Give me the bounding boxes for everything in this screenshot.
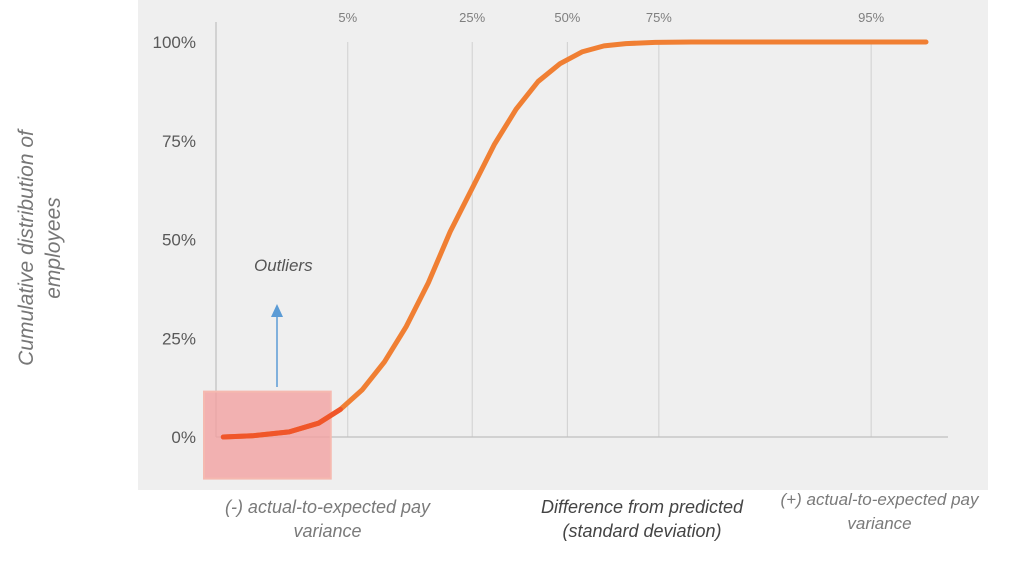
y-axis-title: Cumulative distribution of employees xyxy=(15,130,65,366)
percentile-label: 25% xyxy=(459,10,485,25)
x-axis-left-label: (-) actual-to-expected pay variance xyxy=(224,497,431,541)
x-axis-right-label: (+) actual-to-expected pay variance xyxy=(780,490,979,533)
outliers-annotation: Outliers xyxy=(254,256,313,275)
percentile-label: 75% xyxy=(646,10,672,25)
cumulative-distribution-line xyxy=(220,39,929,440)
y-tick-label: 50% xyxy=(162,231,196,250)
percentile-label: 50% xyxy=(554,10,580,25)
y-tick-label: 0% xyxy=(171,428,196,447)
y-tick-label: 100% xyxy=(153,33,196,52)
series-group xyxy=(220,39,929,440)
arrow-head xyxy=(271,304,283,317)
percentile-labels: 5% 25% 50% 75% 95% xyxy=(338,10,884,25)
axes xyxy=(215,22,948,438)
annotation-arrow-group xyxy=(271,304,283,387)
y-tick-label: 25% xyxy=(162,329,196,348)
outlier-line-segment xyxy=(220,406,343,440)
x-axis-title: Difference from predicted (standard devi… xyxy=(540,497,744,541)
y-tick-label: 75% xyxy=(162,132,196,151)
gridlines xyxy=(347,42,872,437)
percentile-label: 5% xyxy=(338,10,357,25)
y-tick-labels: 0% 25% 50% 75% 100% xyxy=(153,33,196,447)
percentile-label: 95% xyxy=(858,10,884,25)
